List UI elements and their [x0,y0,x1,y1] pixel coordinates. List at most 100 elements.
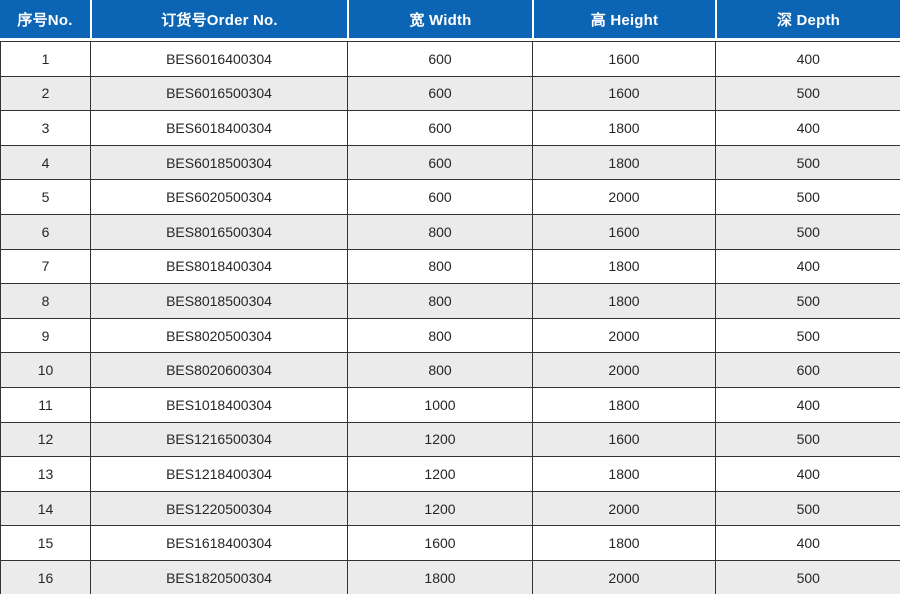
cell-height: 2000 [532,352,716,388]
cell-order-no: BES6018500304 [90,144,348,181]
cell-height: 1800 [532,248,716,285]
table-row: 10 BES8020600304 800 2000 600 [0,352,900,388]
cell-depth: 600 [715,352,900,388]
cell-order-no: BES1218400304 [90,456,348,492]
cell-no: 4 [0,144,91,181]
table-body: 1 BES6016400304 600 1600 400 2 BES601650… [0,41,900,594]
cell-width: 800 [347,352,533,388]
cell-height: 1600 [532,75,716,112]
cell-order-no: BES8018400304 [90,248,348,285]
cell-width: 1200 [347,421,533,458]
cell-order-no: BES1216500304 [90,421,348,458]
cell-no: 16 [0,559,91,594]
cell-order-no: BES8018500304 [90,283,348,319]
cell-depth: 500 [715,75,900,112]
cell-width: 1200 [347,490,533,527]
cell-height: 1800 [532,110,716,146]
cell-height: 2000 [532,179,716,215]
table-row: 3 BES6018400304 600 1800 400 [0,110,900,146]
cell-depth: 400 [715,248,900,285]
cell-height: 1800 [532,525,716,561]
cell-width: 600 [347,75,533,112]
cell-width: 1200 [347,456,533,492]
table-row: 4 BES6018500304 600 1800 500 [0,144,900,181]
cell-depth: 500 [715,283,900,319]
cell-width: 800 [347,283,533,319]
table-header-row: 序号No. 订货号Order No. 宽 Width 高 Height 深 De… [0,0,900,38]
table-row: 13 BES1218400304 1200 1800 400 [0,456,900,492]
cell-no: 6 [0,213,91,250]
cell-depth: 500 [715,421,900,458]
cell-width: 600 [347,110,533,146]
cell-no: 10 [0,352,91,388]
cell-order-no: BES6018400304 [90,110,348,146]
cell-width: 1000 [347,386,533,423]
cell-width: 800 [347,317,533,354]
table-row: 7 BES8018400304 800 1800 400 [0,248,900,285]
cell-height: 1600 [532,41,716,77]
cell-no: 9 [0,317,91,354]
cell-depth: 400 [715,456,900,492]
header-cell-depth: 深 Depth [715,0,900,38]
cell-height: 1800 [532,456,716,492]
table-row: 14 BES1220500304 1200 2000 500 [0,490,900,527]
header-cell-height: 高 Height [532,0,715,38]
cell-no: 1 [0,41,91,77]
cell-height: 1800 [532,283,716,319]
cell-height: 1800 [532,144,716,181]
table-row: 2 BES6016500304 600 1600 500 [0,75,900,112]
cell-width: 800 [347,213,533,250]
cell-order-no: BES6016500304 [90,75,348,112]
cell-depth: 500 [715,490,900,527]
header-cell-no: 序号No. [0,0,90,38]
header-cell-width: 宽 Width [347,0,532,38]
cell-height: 1600 [532,421,716,458]
cell-no: 2 [0,75,91,112]
cell-height: 2000 [532,490,716,527]
cell-width: 600 [347,41,533,77]
table-row: 9 BES8020500304 800 2000 500 [0,317,900,354]
cell-order-no: BES1820500304 [90,559,348,594]
table-row: 5 BES6020500304 600 2000 500 [0,179,900,215]
cell-no: 12 [0,421,91,458]
cell-width: 600 [347,144,533,181]
table-row: 1 BES6016400304 600 1600 400 [0,41,900,77]
table-row: 6 BES8016500304 800 1600 500 [0,213,900,250]
table-row: 8 BES8018500304 800 1800 500 [0,283,900,319]
cell-no: 15 [0,525,91,561]
cell-no: 7 [0,248,91,285]
cell-order-no: BES1618400304 [90,525,348,561]
cell-no: 13 [0,456,91,492]
cell-no: 3 [0,110,91,146]
cell-height: 1800 [532,386,716,423]
cell-height: 1600 [532,213,716,250]
header-cell-order-no: 订货号Order No. [90,0,347,38]
cell-order-no: BES8016500304 [90,213,348,250]
cell-depth: 400 [715,386,900,423]
cell-no: 11 [0,386,91,423]
cell-order-no: BES8020500304 [90,317,348,354]
table-row: 12 BES1216500304 1200 1600 500 [0,421,900,458]
cell-height: 2000 [532,559,716,594]
table-row: 11 BES1018400304 1000 1800 400 [0,386,900,423]
cell-width: 1600 [347,525,533,561]
cell-no: 14 [0,490,91,527]
cell-width: 800 [347,248,533,285]
cell-height: 2000 [532,317,716,354]
table-row: 16 BES1820500304 1800 2000 500 [0,559,900,594]
cell-order-no: BES6020500304 [90,179,348,215]
cell-order-no: BES6016400304 [90,41,348,77]
cell-no: 5 [0,179,91,215]
cell-order-no: BES1018400304 [90,386,348,423]
cell-depth: 500 [715,179,900,215]
cell-no: 8 [0,283,91,319]
cell-depth: 400 [715,41,900,77]
cell-width: 1800 [347,559,533,594]
cell-depth: 400 [715,525,900,561]
cell-depth: 500 [715,317,900,354]
table-row: 15 BES1618400304 1600 1800 400 [0,525,900,561]
cell-depth: 500 [715,559,900,594]
spec-table-body: 1 BES6016400304 600 1600 400 2 BES601650… [0,41,900,594]
cell-depth: 500 [715,213,900,250]
cell-depth: 500 [715,144,900,181]
